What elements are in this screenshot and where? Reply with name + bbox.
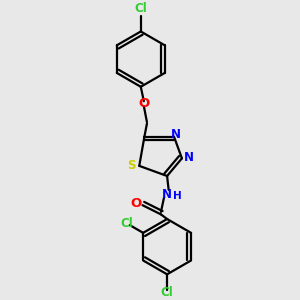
Text: O: O <box>130 197 141 210</box>
Text: Cl: Cl <box>161 286 173 298</box>
Text: Cl: Cl <box>134 2 147 15</box>
Text: N: N <box>171 128 181 141</box>
Text: H: H <box>173 191 182 201</box>
Text: N: N <box>162 188 172 201</box>
Text: O: O <box>138 97 149 110</box>
Text: S: S <box>127 159 136 172</box>
Text: N: N <box>184 151 194 164</box>
Text: Cl: Cl <box>121 218 134 230</box>
